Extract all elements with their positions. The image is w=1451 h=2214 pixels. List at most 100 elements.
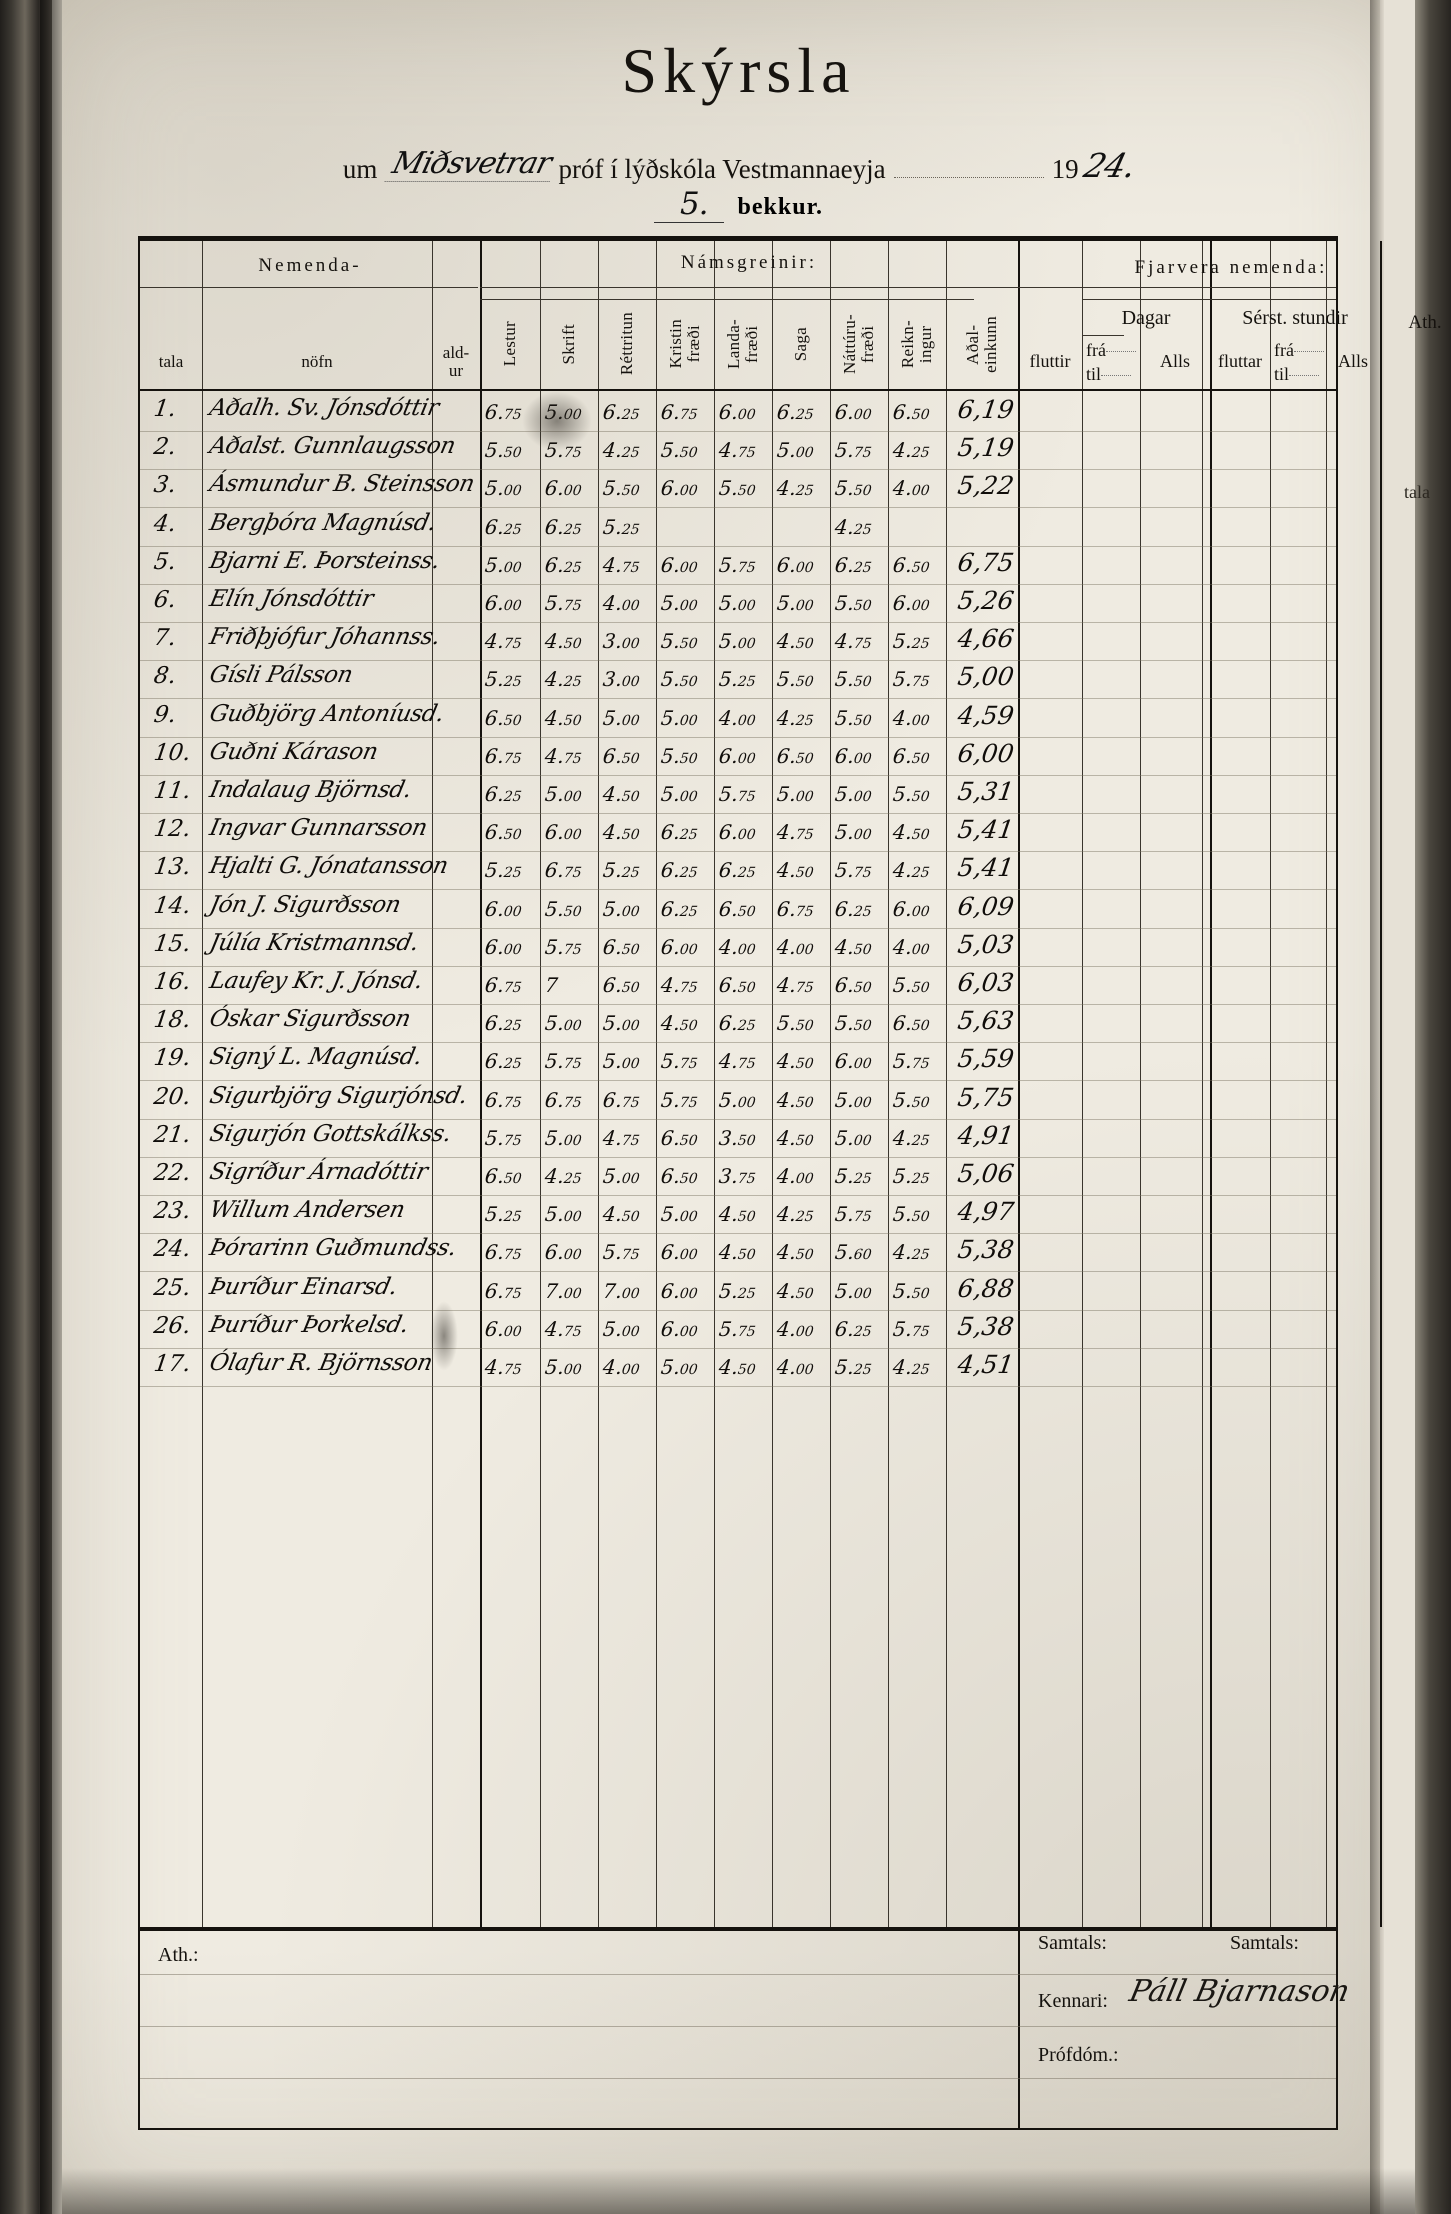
table-row[interactable]: 4. Bergþóra Magnúsd. 6.25 6.25 5.25 4.25 <box>140 508 1336 547</box>
grade-cell: 6.00 <box>659 476 699 501</box>
student-name: Willum Andersen <box>207 1197 407 1224</box>
table-row[interactable]: 2. Aðalst. Gunnlaugsson 5.50 5.75 4.25 5.50 4.… <box>140 431 1336 471</box>
grade-cell: 6.75 <box>483 1240 523 1265</box>
rule-lestur <box>540 241 541 1927</box>
student-name: Friðþjófur Jóhannss. <box>207 624 443 651</box>
grade-cell: 5.25 <box>483 1202 523 1227</box>
grade-cell: 6.50 <box>891 552 931 577</box>
grade-cell: 5.50 <box>659 629 699 654</box>
rule-landafraedi <box>772 241 773 1927</box>
table-row[interactable]: 23. Willum Andersen 5.25 5.00 4.50 5.00 4.50 4.… <box>140 1195 1336 1235</box>
table-row[interactable]: 14. Jón J. Sigurðsson 6.00 5.50 5.00 6.25 6.50… <box>140 890 1336 929</box>
table-row[interactable]: 20. Sigurbjörg Sigurjónsd. 6.75 6.75 6.75 5.7… <box>140 1081 1336 1120</box>
row-number: 11. <box>152 778 193 804</box>
header-fjarvera-group: Fjarvera nemenda: <box>1134 256 1328 278</box>
table-row[interactable]: 5. Bjarni E. Þorsteinss. 5.00 6.25 4.75 6.00 5… <box>140 546 1336 585</box>
grade-cell: 6.00 <box>717 743 757 768</box>
table-row[interactable]: 25. Þuríður Einarsd. 6.75 7.00 7.00 6.00 5.25 4… <box>140 1272 1336 1311</box>
table-row[interactable]: 24. Þórarinn Guðmundss. 6.75 6.00 5.75 6.00 4.… <box>140 1233 1336 1273</box>
table-row[interactable]: 15. Júlía Kristmannsd. 6.00 5.75 6.50 6.00 4.0… <box>140 928 1336 967</box>
row-number: 3. <box>152 472 178 499</box>
grade-cell: 4.75 <box>717 1049 757 1074</box>
table-row[interactable]: 21. Sigurjón Gottskálkss. 5.75 5.00 4.75 6.50… <box>140 1119 1336 1158</box>
header-stundir-til: til <box>1270 363 1330 387</box>
row-number: 10. <box>152 739 193 766</box>
grade-cell: 6.00 <box>543 1240 583 1265</box>
grade-cell: 6.50 <box>601 934 641 959</box>
grade-cell: 4.25 <box>833 514 873 539</box>
grade-cell: 5.00 <box>601 1164 641 1188</box>
grade-cell: 6.75 <box>483 973 523 997</box>
header-subject-kristin-fraedi: Kristin fræði <box>666 319 703 369</box>
grade-cell: 4.75 <box>775 973 815 997</box>
ledger-page <box>62 0 1415 2214</box>
grade-cell: 4.50 <box>543 629 583 654</box>
grade-cell: 4.50 <box>775 1049 815 1074</box>
grade-cell: 5.00 <box>833 820 873 845</box>
grade-cell: 5.50 <box>483 438 523 463</box>
grade-cell: 4.75 <box>659 973 699 997</box>
table-row[interactable]: 22. Sigríður Árnadóttir 6.50 4.25 5.00 6.50 3.… <box>140 1157 1336 1196</box>
grade-cell: 6.25 <box>483 1011 523 1036</box>
grade-cell: 5.25 <box>601 514 641 539</box>
rule-stundir-ath <box>1380 241 1382 1927</box>
student-name: Óskar Sigurðsson <box>207 1006 413 1033</box>
main-grade-cell: 5,00 <box>955 662 1016 692</box>
grade-cell: 5.25 <box>483 858 523 883</box>
table-row[interactable]: 8. Gísli Pálsson 5.25 4.25 3.00 5.50 5.25 5.50 5… <box>140 660 1336 700</box>
grade-cell: 4.50 <box>717 1240 757 1265</box>
table-row[interactable]: 11. Indalaug Björnsd. 6.25 5.00 4.50 5.00 5.75… <box>140 775 1336 814</box>
header-nemenda-group: Nemenda- <box>258 254 362 276</box>
table-row[interactable]: 17. Ólafur R. Björnsson 4.75 5.00 4.00 5.00 4.… <box>140 1348 1336 1387</box>
page-title-wrap: Skýrsla <box>62 34 1415 108</box>
grade-cell: 5.25 <box>891 1164 931 1188</box>
row-number: 9. <box>152 701 178 728</box>
grade-cell: 5.75 <box>717 552 757 577</box>
grade-cell: 4.25 <box>601 438 641 463</box>
grade-cell: 4.75 <box>601 552 641 577</box>
table-row[interactable]: 19. Signý L. Magnúsd. 6.25 5.75 5.00 5.75 4.75… <box>140 1042 1336 1082</box>
grade-cell: 5.00 <box>659 1355 699 1379</box>
rule-dagar-alls <box>1202 241 1203 1927</box>
table-row[interactable]: 3. Ásmundur B. Steinsson 5.00 6.00 5.50 6.00 5… <box>140 469 1336 509</box>
class-label: bekkur. <box>737 194 824 220</box>
header-stundir-alls: Alls <box>1337 351 1368 372</box>
header-sersttundir-group: Sérst. stundir <box>1242 307 1348 330</box>
table-row[interactable]: 10. Guðni Kárason 6.75 4.75 6.50 5.50 6.00 6.50… <box>140 737 1336 776</box>
header-subject-reikningur: Reikn- ingur <box>898 319 935 369</box>
grade-cell: 6.50 <box>891 1011 931 1036</box>
grade-cell: 4.50 <box>601 1202 641 1227</box>
footer-rule-3 <box>140 2078 1336 2079</box>
grade-cell: 5.00 <box>601 1011 641 1036</box>
table-row[interactable]: 9. Guðbjörg Antoníusd. 6.50 4.50 5.00 5.00 4.0… <box>140 699 1336 738</box>
main-grade-cell: 6,75 <box>955 547 1016 577</box>
table-row[interactable]: 12. Ingvar Gunnarsson 6.50 6.00 4.50 6.25 6.00… <box>140 813 1336 853</box>
grade-cell: 6.00 <box>891 591 931 615</box>
grade-cell: 4.50 <box>601 820 641 845</box>
grade-cell: 6.00 <box>717 400 757 424</box>
grade-cell: 5.00 <box>543 1202 583 1227</box>
table-row[interactable]: 7. Friðþjófur Jóhannss. 4.75 4.50 3.00 5.50 5.… <box>140 622 1336 662</box>
header-subject-skrift: Skrift <box>559 323 579 365</box>
grade-cell: 5.75 <box>833 1202 873 1227</box>
header-dagar-alls: Alls <box>1159 351 1190 372</box>
grade-cell: 4.75 <box>717 438 757 463</box>
table-row[interactable]: 18. Óskar Sigurðsson 6.25 5.00 5.00 4.50 6.25 5… <box>140 1004 1336 1044</box>
table-row[interactable]: 6. Elín Jónsdóttir 6.00 5.75 4.00 5.00 5.00 5.0… <box>140 584 1336 623</box>
grade-cell: 5.50 <box>891 1087 931 1112</box>
grade-cell: 5.75 <box>659 1049 699 1074</box>
table-row[interactable]: 1.Aðalh. Sv. Jónsdóttir6.755.006.256.756… <box>140 393 1336 432</box>
main-grade-cell: 4,59 <box>955 700 1016 730</box>
header-col-aldur: ald- ur <box>442 343 470 380</box>
row-number: 12. <box>152 816 193 843</box>
table-row[interactable]: 16. Laufey Kr. J. Jónsd. 6.75 7 6.50 4.75 6.50… <box>140 966 1336 1005</box>
table-row[interactable]: 13. Hjalti G. Jónatansson 5.25 6.75 5.25 6.25… <box>140 851 1336 891</box>
subtitle-rest: próf í lýðskóla Vestmannaeyja <box>558 154 886 184</box>
student-name: Signý L. Magnúsd. <box>207 1044 425 1071</box>
grade-cell: 6.00 <box>483 934 523 959</box>
student-name: Ásmundur B. Steinsson <box>207 471 477 498</box>
grade-cell: 5.50 <box>833 705 873 730</box>
grade-cell: 5.50 <box>833 1011 873 1036</box>
table-row[interactable]: 26. Þuríður Þorkelsd. 6.00 4.75 5.00 6.00 5.75… <box>140 1310 1336 1349</box>
rule-nofn-aldur <box>432 241 433 1927</box>
